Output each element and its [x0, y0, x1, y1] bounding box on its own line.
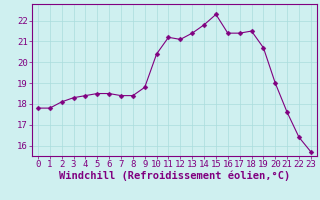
- X-axis label: Windchill (Refroidissement éolien,°C): Windchill (Refroidissement éolien,°C): [59, 171, 290, 181]
